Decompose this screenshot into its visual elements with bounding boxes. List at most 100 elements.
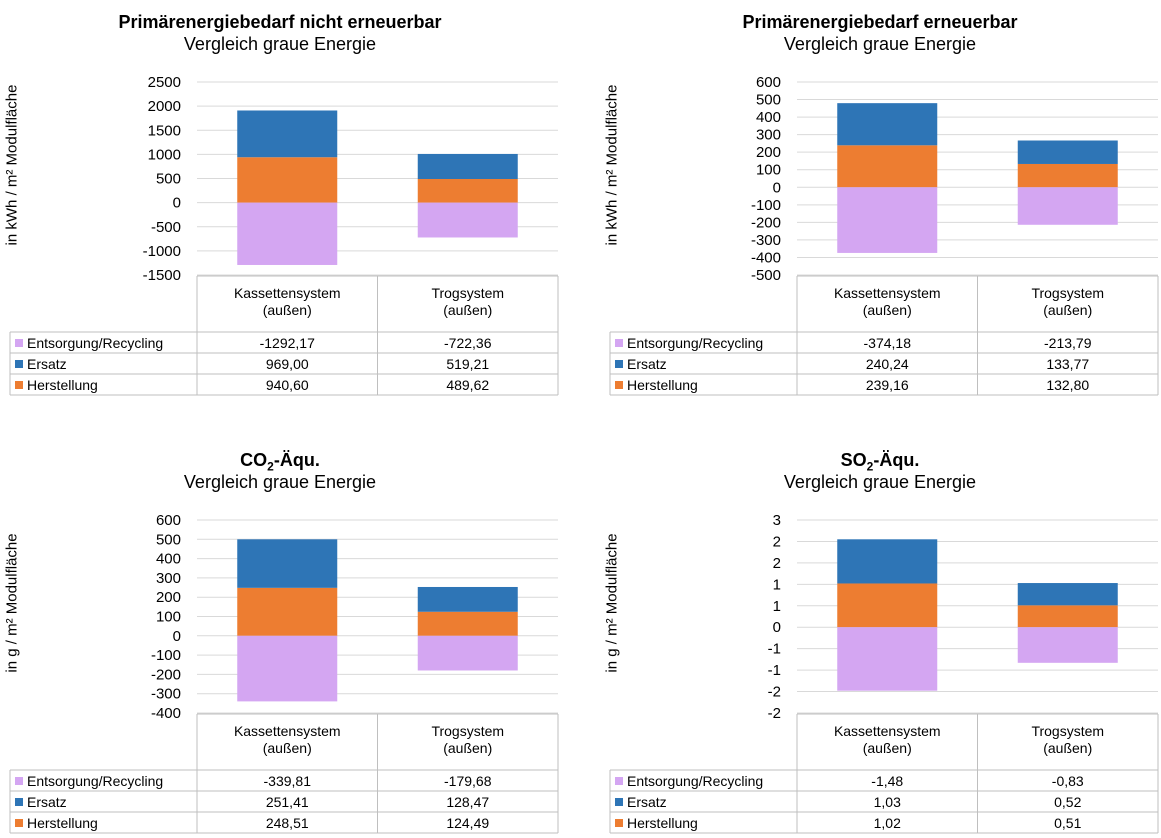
data-table-value: 519,21 xyxy=(446,356,489,372)
x-category-label: Trogsystem xyxy=(1031,285,1104,301)
data-table-value: 940,60 xyxy=(266,377,309,393)
data-table-value: -1292,17 xyxy=(260,335,315,351)
bar-segment xyxy=(237,202,338,265)
y-tick-label: 1000 xyxy=(148,146,181,163)
data-table-value: 969,00 xyxy=(266,356,309,372)
chart-subtitle: Vergleich graue Energie xyxy=(183,34,377,54)
y-tick-label: -100 xyxy=(151,647,181,664)
data-table-value: 251,41 xyxy=(266,794,309,810)
legend-label: Herstellung xyxy=(27,377,98,393)
data-table-value: 489,62 xyxy=(446,377,489,393)
bar-segment xyxy=(837,627,938,691)
x-category-label: Trogsystem xyxy=(431,285,504,301)
legend-swatch xyxy=(15,819,23,827)
legend-swatch xyxy=(615,777,623,785)
y-tick-label: 200 xyxy=(756,144,781,161)
y-tick-label: 600 xyxy=(156,512,181,529)
legend-swatch xyxy=(15,777,23,785)
x-category-label-sub: (außen) xyxy=(1043,740,1092,756)
y-tick-label: -500 xyxy=(151,219,181,236)
y-tick-label: -100 xyxy=(751,197,781,214)
bar-segment xyxy=(1017,163,1118,188)
legend-label: Ersatz xyxy=(27,356,67,372)
bar-segment xyxy=(237,587,338,636)
x-category-label-sub: (außen) xyxy=(443,302,492,318)
chart-title: SO2-Äqu. xyxy=(840,450,920,474)
data-table-value: 1,02 xyxy=(874,815,901,831)
bar-segment xyxy=(1017,187,1118,225)
bar-segment xyxy=(417,153,518,180)
chart-plot: 322110-1-1-2-2Kassettensystem(außen)Trog… xyxy=(609,512,1159,834)
data-table-value: 0,51 xyxy=(1054,815,1081,831)
legend-swatch xyxy=(615,339,623,347)
chart-plot: 600 500 400 300 200 100 0 -100 -200 -300 -400 Kasse… xyxy=(9,512,559,834)
data-table-value: 132,80 xyxy=(1046,377,1089,393)
legend-swatch xyxy=(15,381,23,389)
bar-segment xyxy=(417,635,518,671)
legend-label: Herstellung xyxy=(27,815,98,831)
bar-segment xyxy=(837,145,938,188)
data-table-value: 248,51 xyxy=(266,815,309,831)
y-tick-label: 400 xyxy=(756,109,781,126)
y-tick-label: 1 xyxy=(773,576,781,593)
y-tick-label: 100 xyxy=(156,609,181,626)
y-tick-label: 500 xyxy=(156,531,181,548)
bar-segment xyxy=(837,583,938,628)
bar-segment xyxy=(237,635,338,702)
y-tick-label: -400 xyxy=(751,249,781,266)
legend-swatch xyxy=(15,798,23,806)
data-table-value: -0,83 xyxy=(1052,773,1084,789)
bar-segment xyxy=(1017,583,1118,606)
x-category-label: Trogsystem xyxy=(1031,723,1104,739)
legend-label: Ersatz xyxy=(627,356,667,372)
y-tick-label: -1 xyxy=(768,641,781,658)
chart-plot: 2500 2000 1500 1000 500 0 -500 -1000 -1500 Kasset… xyxy=(9,74,559,396)
bar-segment xyxy=(417,611,518,636)
chart-title: CO2-Äqu. xyxy=(240,450,320,474)
y-tick-label: -2 xyxy=(768,684,781,701)
legend-label: Entsorgung/Recycling xyxy=(27,335,163,351)
y-tick-label: 300 xyxy=(156,570,181,587)
y-tick-label: -300 xyxy=(751,232,781,249)
data-table-value: 0,52 xyxy=(1054,794,1081,810)
y-tick-label: 0 xyxy=(173,628,181,645)
x-category-label-sub: (außen) xyxy=(1043,302,1092,318)
legend-swatch xyxy=(15,360,23,368)
x-category-label: Kassettensystem xyxy=(834,285,941,301)
x-category-label: Trogsystem xyxy=(431,723,504,739)
chart-title: Primärenergiebedarf nicht erneuerbar xyxy=(118,12,442,32)
y-tick-label: 500 xyxy=(156,171,181,188)
y-tick-label: 200 xyxy=(156,589,181,606)
y-tick-label: -2 xyxy=(768,705,781,722)
y-tick-label: 2 xyxy=(773,533,781,550)
legend-label: Entsorgung/Recycling xyxy=(627,773,763,789)
bar-segment xyxy=(1017,605,1118,628)
y-tick-label: -1500 xyxy=(143,267,181,284)
bar-segment xyxy=(837,187,938,253)
bar-segment xyxy=(237,539,338,588)
y-tick-label: -200 xyxy=(751,214,781,231)
x-category-label: Kassettensystem xyxy=(234,285,341,301)
y-tick-label: 3 xyxy=(773,512,781,529)
y-tick-label: -400 xyxy=(151,705,181,722)
data-table-value: 240,24 xyxy=(866,356,909,372)
data-table-value: 133,77 xyxy=(1046,356,1089,372)
y-tick-label: 2 xyxy=(773,555,781,572)
y-tick-label: -1 xyxy=(768,662,781,679)
y-tick-label: 300 xyxy=(756,127,781,144)
y-tick-label: 0 xyxy=(173,195,181,212)
data-table-value: 124,49 xyxy=(446,815,489,831)
y-tick-label: 1 xyxy=(773,598,781,615)
y-tick-label: 2500 xyxy=(148,74,181,91)
bar-segment xyxy=(417,202,518,238)
legend-label: Entsorgung/Recycling xyxy=(27,773,163,789)
bar-segment xyxy=(1017,140,1118,164)
legend-swatch xyxy=(15,339,23,347)
bar-segment xyxy=(1017,627,1118,663)
x-category-label-sub: (außen) xyxy=(263,740,312,756)
chart-panel-pe-nicht-erneuerbar: Primärenergiebedarf nicht erneuerbar Ver… xyxy=(0,0,560,400)
x-category-label: Kassettensystem xyxy=(234,723,341,739)
y-tick-label: 600 xyxy=(756,74,781,91)
legend-label: Ersatz xyxy=(27,794,67,810)
chart-subtitle: Vergleich graue Energie xyxy=(183,472,377,492)
